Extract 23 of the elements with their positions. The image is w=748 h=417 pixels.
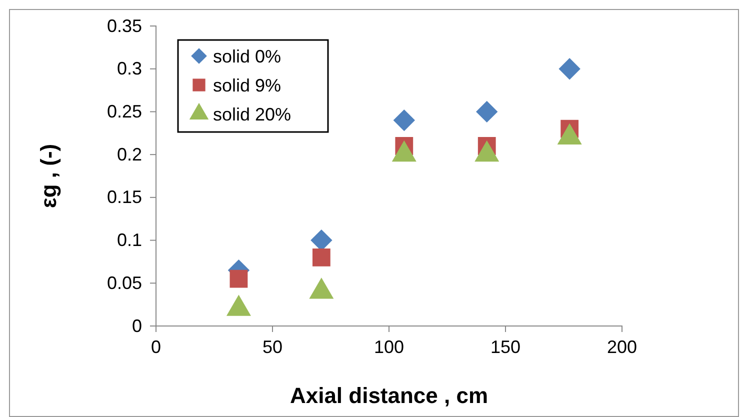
point (393, 109, 415, 132)
y-tick-label: 0.15 (106, 187, 142, 208)
x-tick-label: 100 (374, 336, 404, 357)
y-tick-label: 0.35 (106, 16, 142, 36)
legend-label: solid 0% (213, 46, 282, 66)
x-tick-label: 150 (490, 336, 521, 357)
point (230, 270, 248, 288)
legend-label: solid 9% (213, 75, 282, 96)
y-tick-label: 0.2 (116, 144, 142, 164)
x-tick-label: 50 (262, 336, 283, 357)
x-axis-title: Axial distance , cm (290, 383, 488, 408)
point (312, 248, 330, 266)
legend-label: solid 20% (213, 104, 292, 124)
x-tick-label: 0 (150, 336, 162, 357)
y-tick-label: 0.25 (106, 101, 142, 122)
y-axis-title: εg , (-) (36, 144, 61, 208)
y-tick-label: 0.1 (116, 230, 142, 250)
y-tick-label: 0 (132, 316, 142, 336)
y-tick-label: 0.05 (106, 272, 142, 293)
point (476, 100, 498, 123)
point (558, 58, 580, 80)
x-tick-label: 200 (606, 336, 638, 357)
y-tick-label: 0.3 (116, 58, 142, 79)
